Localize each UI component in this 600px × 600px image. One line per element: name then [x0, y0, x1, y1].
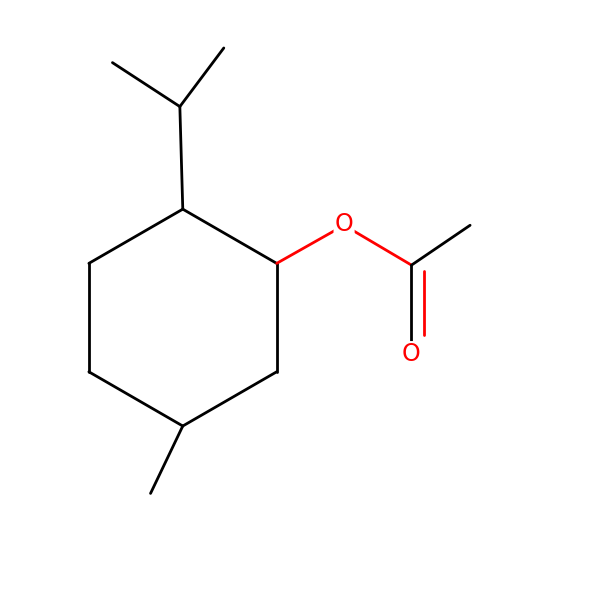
Text: O: O: [335, 212, 353, 236]
Text: O: O: [402, 342, 421, 366]
